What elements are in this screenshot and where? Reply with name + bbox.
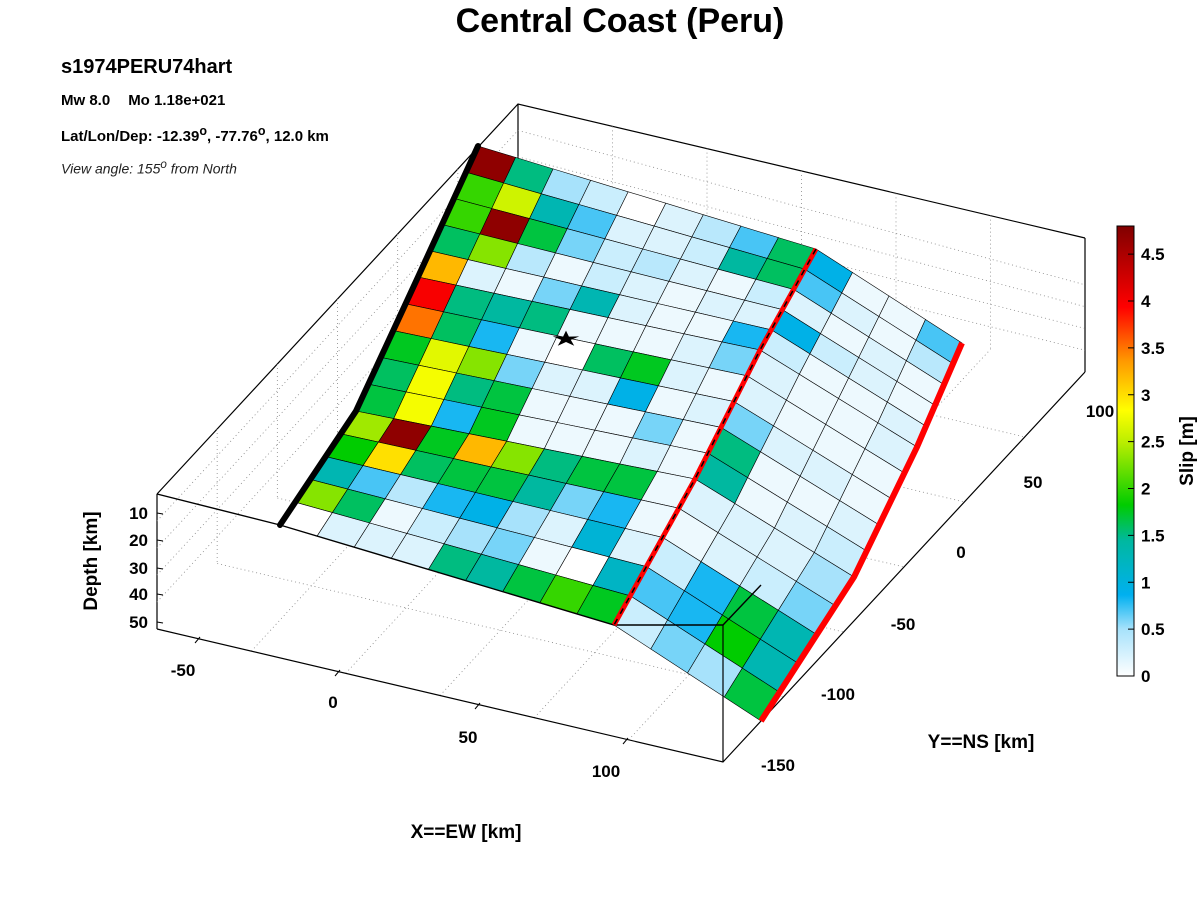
colorbar-label: Slip [m]	[1177, 416, 1198, 486]
degree-symbol: o	[160, 158, 167, 171]
location-lon: , -77.76	[207, 128, 258, 145]
hypocenter-marker	[552, 330, 580, 346]
x-tick-label: 50	[459, 728, 478, 747]
magnitude-value: Mw 8.0	[61, 92, 111, 109]
colorbar: 0 0.5 1 1.5 2 2.5 3 3.5 4 4.5	[1116, 225, 1165, 686]
y-tick-label: 50	[1024, 473, 1043, 492]
location-lat: Lat/Lon/Dep: -12.39	[61, 128, 200, 145]
z-tick-mark	[156, 621, 164, 624]
grid-line	[517, 156, 1086, 307]
colorbar-tick-label: 1.5	[1141, 526, 1165, 545]
colorbar-tick-label: 4	[1141, 292, 1151, 311]
moment-value: Mo 1.18e+021	[128, 92, 226, 109]
axis-labels: X==EW [km] Y==NS [km] Depth [km] Slip [m]	[81, 416, 1198, 843]
colorbar-tick-label: 3.5	[1141, 339, 1165, 358]
colorbar-gradient	[1116, 225, 1135, 677]
colorbar-tick-label: 3	[1141, 386, 1150, 405]
z-tick-label: 10	[129, 504, 148, 523]
colorbar-tick-label: 0	[1141, 667, 1150, 686]
colorbar-tick-label: 2.5	[1141, 433, 1165, 452]
location-line: Lat/Lon/Dep: -12.39o, -77.76o, 12.0 km	[61, 124, 329, 145]
degree-symbol: o	[199, 124, 207, 138]
x-tick-mark	[334, 669, 341, 677]
x-tick-mark	[194, 636, 201, 644]
axis-ticks: -50 0 50 100 -150 -100 -50 0 50 100 10 20 30 40 50	[129, 402, 1114, 781]
y-tick-label: 0	[956, 543, 965, 562]
y-tick-label: -100	[821, 685, 855, 704]
x-tick-label: 100	[592, 762, 620, 781]
degree-symbol: o	[257, 124, 266, 138]
z-axis-label: Depth [km]	[81, 511, 102, 610]
z-tick-label: 20	[129, 531, 148, 550]
fault-edge-red	[611, 247, 819, 627]
z-tick-mark	[156, 539, 164, 542]
fault-edges	[277, 143, 965, 723]
grid-line	[156, 156, 519, 549]
grid-line	[156, 130, 519, 522]
z-tick-mark	[156, 567, 164, 570]
fault-edge-black	[277, 143, 481, 528]
event-name: s1974PERU74hart	[61, 56, 233, 78]
y-tick-label: 100	[1086, 402, 1114, 421]
colorbar-tick-label: 2	[1141, 480, 1150, 499]
x-axis-label: X==EW [km]	[411, 822, 522, 843]
y-axis-label: Y==NS [km]	[928, 732, 1035, 753]
z-tick-label: 50	[129, 613, 148, 632]
x-tick-label: -50	[171, 661, 196, 680]
chart-title: Central Coast (Peru)	[455, 2, 785, 40]
z-tick-mark	[156, 593, 164, 596]
grid-line	[534, 326, 897, 718]
location-depth: , 12.0 km	[265, 128, 329, 145]
slip-cells	[279, 145, 963, 722]
x-tick-label: 0	[328, 693, 337, 712]
grid-line	[217, 563, 784, 698]
view-angle-suffix: from North	[166, 160, 237, 177]
x-tick-mark	[474, 702, 481, 710]
z-tick-mark	[156, 512, 164, 515]
view-angle-line: View angle: 155o from North	[61, 158, 237, 177]
z-tick-label: 30	[129, 559, 148, 578]
colorbar-tick-label: 0.5	[1141, 620, 1165, 639]
magnitude-line: Mw 8.0 Mo 1.18e+021	[61, 92, 225, 109]
y-tick-label: -150	[761, 756, 795, 775]
view-angle-value: View angle: 155	[61, 160, 161, 177]
colorbar-tick-label: 4.5	[1141, 245, 1165, 264]
fault-edge-red	[758, 341, 965, 723]
x-tick-mark	[622, 737, 629, 745]
colorbar-tick-label: 1	[1141, 573, 1150, 592]
y-tick-label: -50	[891, 615, 916, 634]
z-tick-label: 40	[129, 585, 148, 604]
hypocenter-star	[552, 330, 580, 346]
